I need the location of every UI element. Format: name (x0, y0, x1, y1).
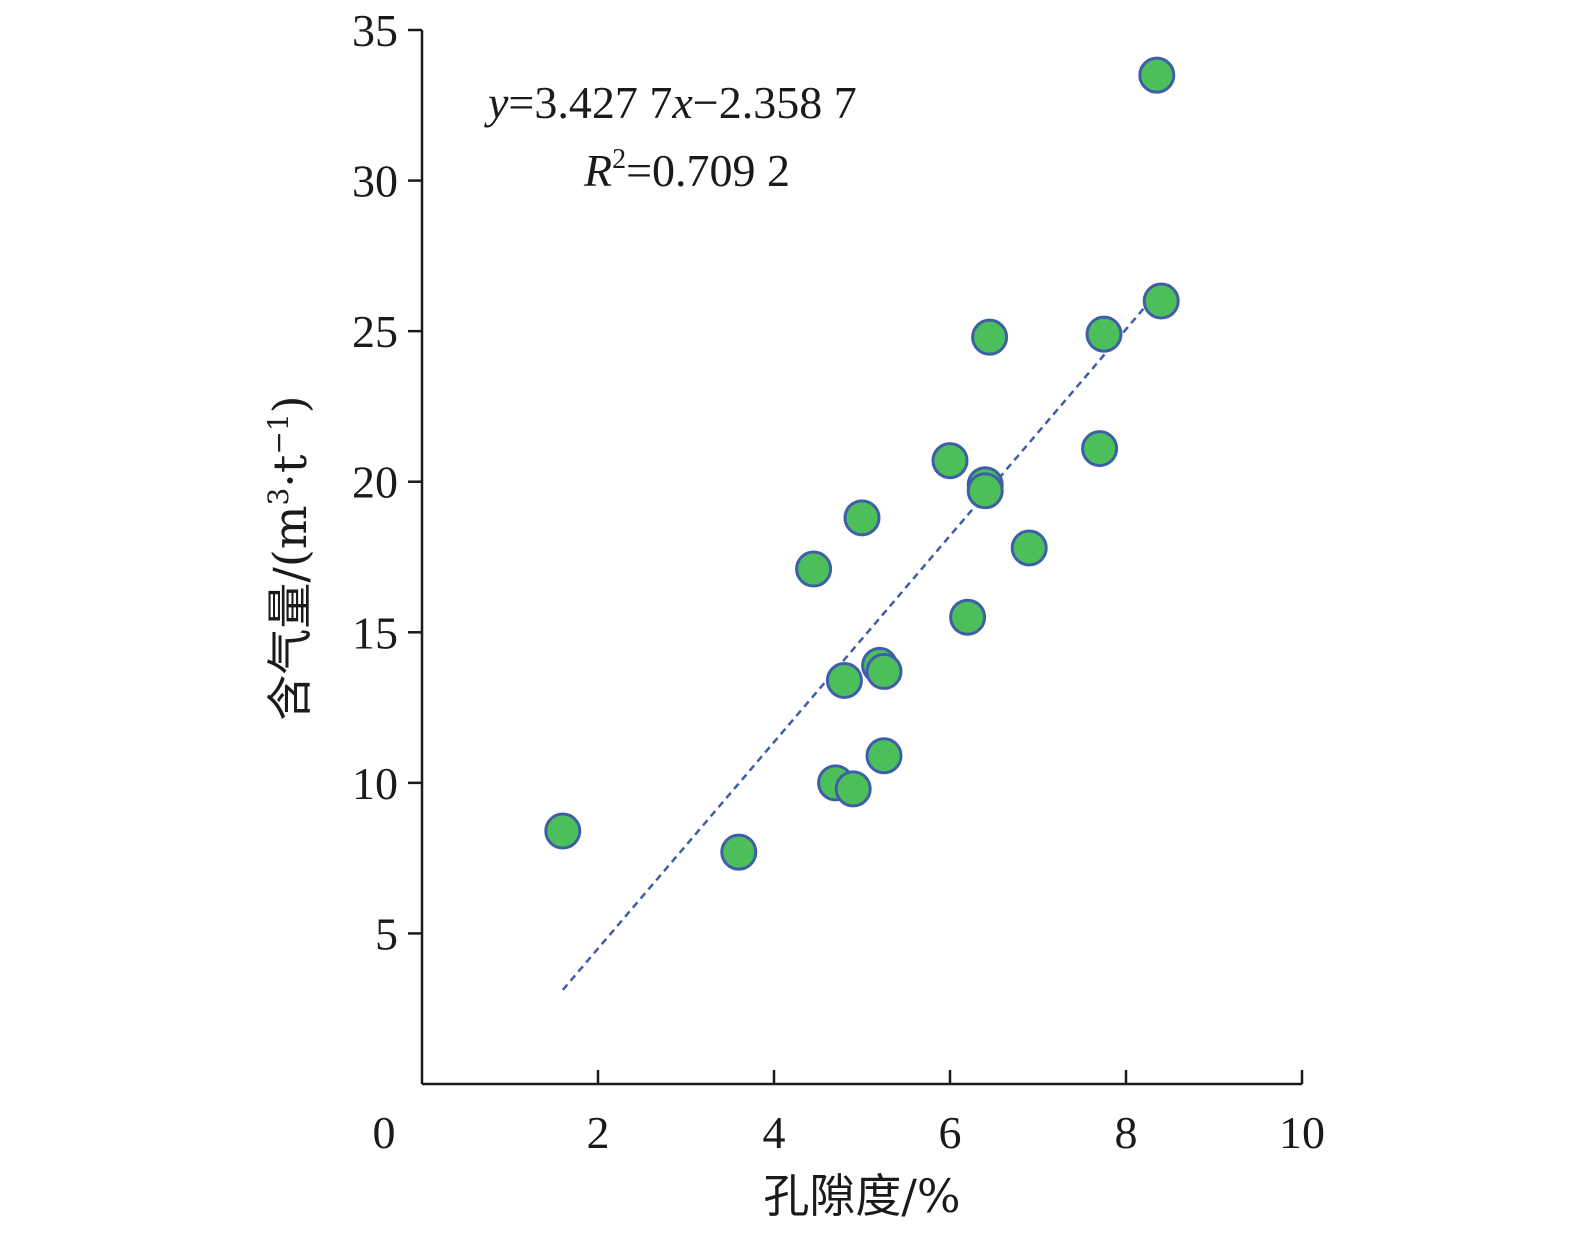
data-point (971, 318, 1009, 356)
trendline (561, 287, 1163, 991)
y-ticks: 5 10 15 20 25 30 35 (352, 5, 422, 959)
data-point (865, 737, 903, 775)
data-point (825, 661, 863, 699)
data-point (1138, 56, 1176, 94)
data-point (966, 472, 1004, 510)
r2-superscript: 2 (612, 144, 626, 175)
y-title-close: ) (263, 395, 317, 413)
eq-slope: =3.427 7 (508, 77, 672, 128)
x-tick-label: 0 (373, 1107, 396, 1158)
data-point (1142, 282, 1180, 320)
y-axis-title: 含气量/(m3·t−1) (262, 395, 317, 720)
regression-equation: y=3.427 7x−2.358 7 (484, 77, 857, 128)
eq-y-symbol: y (484, 77, 509, 128)
eq-x-symbol: x (671, 77, 693, 128)
r2-symbol: R (583, 145, 612, 196)
trendline-layer (561, 287, 1163, 991)
y-tick-label: 15 (352, 607, 398, 658)
data-point (1010, 529, 1048, 567)
data-point (795, 550, 833, 588)
y-tick-label: 20 (352, 457, 398, 508)
r-squared: R2=0.709 2 (583, 144, 790, 196)
data-point (865, 652, 903, 690)
data-point (544, 812, 582, 850)
y-tick-label: 25 (352, 306, 398, 357)
x-tick-label: 8 (1115, 1107, 1138, 1158)
points-layer (544, 56, 1180, 871)
data-point (834, 770, 872, 808)
x-axis-title: 孔隙度/% (763, 1169, 960, 1223)
y-title-main: 含气量/(m (263, 506, 317, 721)
y-title-middle: ·t (263, 454, 317, 488)
data-point (720, 833, 758, 871)
data-point (1081, 430, 1119, 468)
data-point (931, 442, 969, 480)
y-title-sup1: 3 (262, 488, 295, 506)
y-tick-label: 35 (352, 5, 398, 56)
x-tick-label: 6 (939, 1107, 962, 1158)
x-tick-label: 2 (587, 1107, 610, 1158)
data-point (843, 499, 881, 537)
x-tick-label: 4 (763, 1107, 786, 1158)
eq-intercept: −2.358 7 (693, 77, 857, 128)
y-tick-label: 30 (352, 156, 398, 207)
x-ticks: 0 2 4 6 8 10 (373, 1070, 1325, 1158)
y-tick-label: 5 (375, 908, 398, 959)
data-point (1085, 315, 1123, 353)
x-tick-label: 10 (1279, 1107, 1325, 1158)
axes (420, 30, 1302, 1086)
data-point (949, 598, 987, 636)
y-title-sup2: −1 (262, 413, 295, 454)
y-tick-label: 10 (352, 758, 398, 809)
r2-value: =0.709 2 (626, 145, 790, 196)
